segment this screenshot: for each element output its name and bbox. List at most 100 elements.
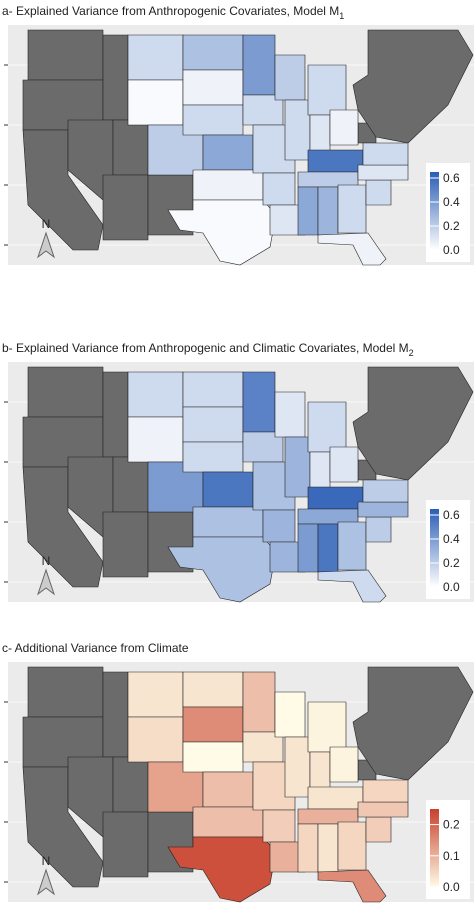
region: [357, 164, 409, 181]
missing-region: [27, 366, 104, 418]
map-panel: c- Additional Variance from Climate N 0.0 0…: [2, 641, 474, 903]
region: [274, 54, 306, 101]
region: [182, 371, 244, 408]
region: [317, 569, 387, 603]
panel-title: a- Explained Variance from Anthropogenic…: [2, 4, 344, 21]
region: [127, 371, 184, 418]
colorbar: [430, 172, 439, 250]
region: [274, 391, 306, 438]
colorbar-label: 0.4: [443, 195, 460, 209]
region: [182, 69, 244, 106]
region: [365, 816, 392, 843]
region: [317, 186, 339, 236]
missing-region: [352, 666, 474, 781]
north-arrow: [37, 231, 55, 259]
region: [182, 741, 244, 773]
region: [329, 446, 359, 483]
region: [297, 523, 319, 573]
region: [365, 516, 392, 543]
region: [307, 786, 364, 810]
region: [357, 801, 409, 818]
colorbar-label: 0.0: [443, 880, 460, 894]
region: [362, 779, 409, 803]
region: [297, 823, 319, 873]
region: [307, 401, 347, 453]
region: [262, 809, 296, 843]
region: [182, 406, 244, 443]
north-label: N: [42, 554, 51, 568]
region: [284, 736, 311, 798]
region: [242, 34, 276, 96]
missing-region: [27, 29, 104, 81]
region: [182, 706, 244, 743]
missing-region: [102, 174, 149, 241]
title-text: b- Explained Variance from Anthropogenic…: [2, 341, 409, 355]
region: [262, 509, 296, 543]
missing-region: [112, 756, 149, 813]
region: [127, 79, 184, 126]
region: [307, 486, 364, 510]
region: [192, 806, 264, 838]
region: [127, 34, 184, 81]
colorbar-label: 0.6: [443, 508, 460, 522]
region: [365, 179, 392, 206]
colorbar-label: 0.2: [443, 219, 460, 233]
panel-title: b- Explained Variance from Anthropogenic…: [2, 341, 414, 358]
colorbar-label: 0.1: [443, 849, 460, 863]
region: [182, 671, 244, 708]
region: [317, 523, 339, 573]
region: [337, 521, 367, 571]
region: [284, 99, 311, 161]
region: [127, 416, 184, 463]
colorbar: [430, 509, 439, 587]
missing-region: [102, 371, 129, 458]
region: [362, 479, 409, 503]
title-text: a- Explained Variance from Anthropogenic…: [2, 4, 339, 18]
region: [307, 701, 347, 753]
missing-region: [102, 811, 149, 878]
region: [182, 34, 244, 71]
region: [307, 149, 364, 173]
region: [202, 771, 254, 808]
missing-region: [27, 666, 104, 718]
north-label: N: [42, 217, 51, 231]
panel-title: c- Additional Variance from Climate: [2, 641, 189, 655]
map-panel: b- Explained Variance from Anthropogenic…: [2, 341, 474, 603]
region: [309, 451, 331, 493]
north-arrow: [37, 868, 55, 896]
region: [329, 109, 359, 146]
region: [202, 471, 254, 508]
region: [337, 184, 367, 234]
map-panel: a- Explained Variance from Anthropogenic…: [2, 4, 474, 266]
region: [357, 501, 409, 518]
north-arrow: [37, 568, 55, 596]
region: [182, 441, 244, 473]
region: [192, 506, 264, 538]
missing-region: [102, 34, 129, 121]
region: [182, 104, 244, 136]
missing-region: [102, 511, 149, 578]
title-subscript: 2: [409, 348, 414, 358]
region: [317, 823, 339, 873]
region: [202, 134, 254, 171]
region: [262, 172, 296, 206]
region: [284, 436, 311, 498]
region: [274, 691, 306, 738]
colorbar: [430, 809, 439, 887]
colorbar-label: 0.4: [443, 532, 460, 546]
region: [297, 186, 319, 236]
colorbar-label: 0.2: [443, 556, 460, 570]
missing-region: [352, 366, 474, 481]
title-text: c- Additional Variance from Climate: [2, 641, 189, 655]
missing-region: [352, 29, 474, 144]
missing-region: [112, 119, 149, 176]
missing-region: [102, 671, 129, 758]
region: [192, 169, 264, 201]
region: [309, 114, 331, 156]
region: [317, 869, 387, 903]
region: [242, 371, 276, 433]
region: [337, 821, 367, 871]
region: [242, 671, 276, 733]
north-label: N: [42, 854, 51, 868]
region: [127, 671, 184, 718]
